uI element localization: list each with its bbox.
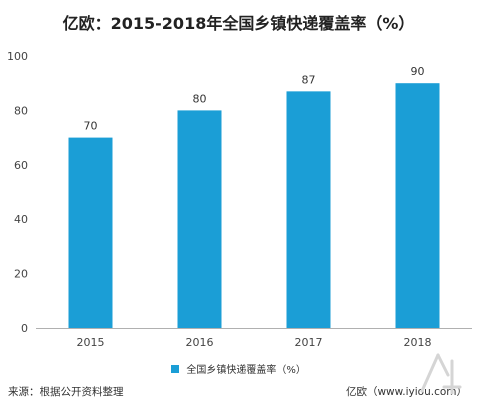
legend: 全国乡镇快递覆盖率（%）	[0, 361, 477, 376]
x-tick-label-2018: 2018	[404, 336, 432, 349]
x-axis-tick-labels: 2015 2016 2017 2018	[77, 336, 432, 349]
bar-2016	[177, 110, 222, 329]
y-tick-label: 80	[14, 104, 28, 117]
y-tick-label: 100	[7, 50, 28, 63]
x-tick-label-2015: 2015	[77, 336, 105, 349]
data-label-2015: 70	[84, 120, 98, 133]
bars	[68, 83, 440, 329]
bar-2017	[286, 91, 331, 328]
data-labels: 70 80 87 90	[84, 65, 425, 132]
data-label-2017: 87	[302, 73, 316, 86]
data-label-2018: 90	[411, 65, 425, 78]
x-tick-label-2016: 2016	[186, 336, 214, 349]
legend-swatch	[171, 365, 180, 373]
bar-2018	[395, 83, 440, 328]
brand-credit: 亿欧（www.iyiou.com）	[345, 386, 467, 398]
data-label-2016: 80	[193, 92, 207, 105]
chart-title: 亿欧：2015-2018年全国乡镇快递覆盖率（%）	[62, 14, 415, 33]
y-tick-label: 20	[14, 268, 28, 281]
y-tick-label: 60	[14, 159, 28, 172]
source-note: 来源：根据公开资料整理	[8, 386, 124, 398]
bar-2015	[68, 137, 113, 328]
watermark-logo-icon	[420, 353, 462, 395]
legend-label: 全国乡镇快递覆盖率（%）	[186, 365, 306, 376]
y-tick-label: 0	[21, 322, 28, 335]
y-tick-label: 40	[14, 213, 28, 226]
y-axis-tick-labels: 0 20 40 60 80 100	[7, 50, 28, 335]
x-tick-label-2017: 2017	[295, 336, 323, 349]
